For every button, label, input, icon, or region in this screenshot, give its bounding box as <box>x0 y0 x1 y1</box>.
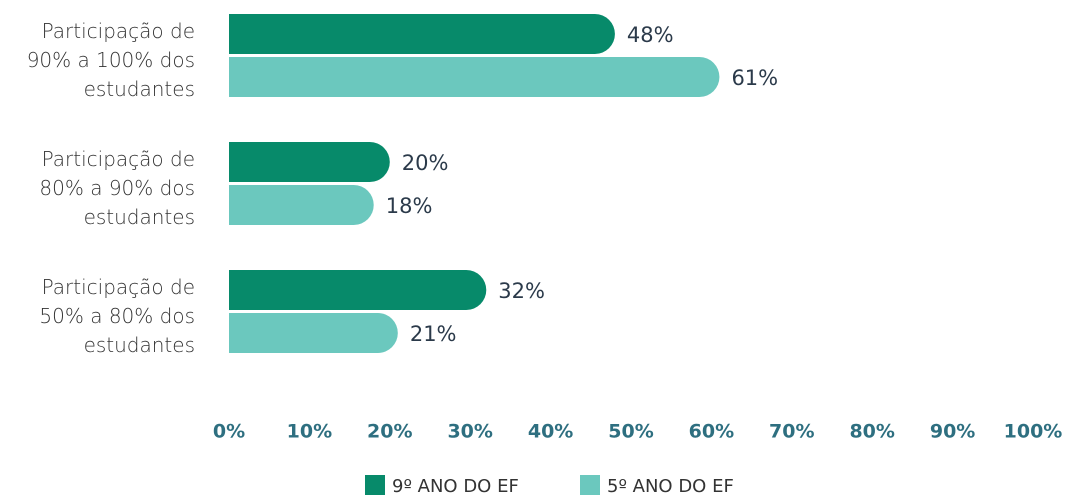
legend-swatch <box>580 475 600 495</box>
data-label: 20% <box>402 151 449 175</box>
data-label: 18% <box>386 194 433 218</box>
y-tick-label: Participação de 80% a 90% dos estudantes <box>39 147 195 229</box>
data-label: 21% <box>410 322 457 346</box>
x-tick-label: 30% <box>447 421 492 443</box>
bar <box>229 270 487 310</box>
legend-swatch <box>365 475 385 495</box>
x-tick-label: 70% <box>769 421 814 443</box>
x-tick-label: 80% <box>849 421 894 443</box>
x-tick-label: 100% <box>1004 421 1063 443</box>
bar <box>229 185 374 225</box>
legend-label: 5º ANO DO EF <box>607 476 734 495</box>
x-tick-label: 20% <box>367 421 412 443</box>
data-label: 61% <box>731 66 778 90</box>
bar <box>229 57 720 97</box>
x-tick-label: 60% <box>689 421 734 443</box>
x-tick-label: 90% <box>930 421 975 443</box>
x-tick-label: 40% <box>528 421 573 443</box>
bar <box>229 142 390 182</box>
x-tick-label: 10% <box>287 421 332 443</box>
legend-label: 9º ANO DO EF <box>392 476 519 495</box>
y-tick-label: Participação de 50% a 80% dos estudantes <box>39 275 195 357</box>
x-tick-label: 50% <box>608 421 653 443</box>
y-tick-label: Participação de 90% a 100% dos estudante… <box>26 19 195 101</box>
x-tick-label: 0% <box>213 421 245 443</box>
bar <box>229 14 615 54</box>
data-label: 32% <box>498 279 545 303</box>
data-label: 48% <box>627 23 674 47</box>
bar <box>229 313 398 353</box>
